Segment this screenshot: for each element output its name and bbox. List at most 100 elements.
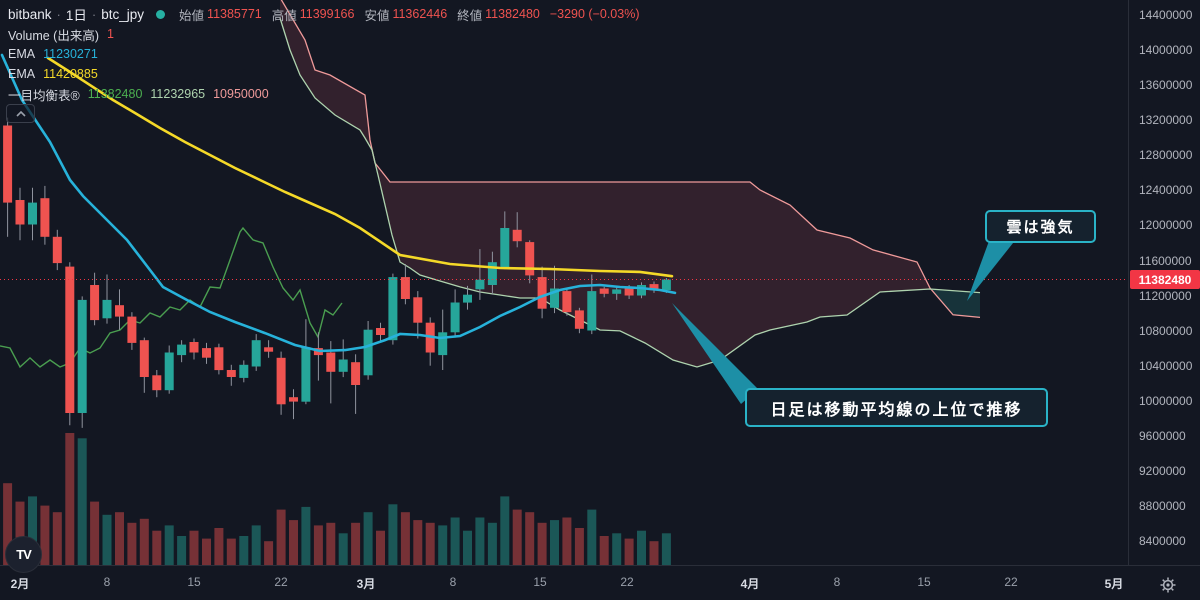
change-value: −3290 (−0.03%) [549, 7, 640, 21]
separator: · [91, 6, 97, 22]
volume-bar [487, 522, 497, 565]
candle-body [115, 305, 124, 317]
symbol-row[interactable]: bitbank · 1日 · btc_jpy 始値 11385771 高値 11… [8, 4, 640, 24]
indicator-row[interactable]: Volume (出来高) 1 [8, 24, 640, 44]
candle-body [363, 329, 373, 376]
volume-bar [289, 520, 298, 565]
candle-body [239, 364, 249, 378]
chikou-span-line [0, 226, 343, 369]
volume-bar [214, 528, 224, 565]
volume-bar [388, 504, 398, 565]
candle-body [202, 348, 211, 358]
volume-bar [15, 501, 25, 565]
indicator-value: 1 [107, 27, 114, 41]
volume-bar [425, 522, 435, 565]
high-value: 11399166 [299, 7, 355, 21]
candle-body [351, 362, 361, 385]
annotation-cloud-bullish[interactable]: 雲は強気 [985, 210, 1096, 243]
time-tick-label: 4月 [740, 577, 760, 591]
candle-body [276, 357, 286, 405]
low-label: 安値 [364, 8, 390, 23]
volume-bar [537, 522, 547, 565]
candle-body [500, 228, 510, 268]
volume-bar [562, 517, 572, 565]
volume-bar [463, 530, 472, 565]
interval-label[interactable]: 1日 [65, 8, 87, 23]
price-axis[interactable]: 11382480 14400000 14000000 13600000 1320000… [1128, 0, 1200, 565]
price-tick-label: 8400000 [1139, 534, 1186, 548]
volume-bar [90, 501, 100, 565]
volume-bar [338, 533, 348, 565]
annotation-above-ma[interactable]: 日足は移動平均線の上位で推移 [745, 388, 1048, 427]
volume-bar [139, 518, 149, 565]
volume-bar [450, 517, 460, 565]
volume-bar [251, 525, 261, 565]
volume-bar [52, 512, 62, 565]
open-label: 始値 [179, 8, 205, 23]
legend-collapse-button[interactable] [6, 104, 35, 123]
volume-bar [612, 533, 622, 565]
indicator-label: EMA [8, 47, 36, 61]
price-tick-label: 12800000 [1139, 148, 1193, 163]
time-tick-label: 8 [449, 575, 457, 589]
volume-bar [301, 506, 311, 565]
volume-bar [102, 514, 112, 565]
candle-body [52, 236, 62, 264]
volume-bar [500, 496, 510, 565]
tradingview-logo[interactable]: TV [5, 536, 42, 573]
indicator-value: 11232965 [150, 87, 206, 101]
ichimoku-cloud-bullish [931, 288, 980, 318]
candle-body [624, 288, 634, 296]
price-tick-label: 14000000 [1139, 43, 1193, 58]
candle-body [475, 279, 485, 290]
candle-body [164, 352, 174, 391]
price-tick-label: 10800000 [1139, 323, 1193, 338]
senkou-span-a-line [279, 17, 981, 368]
market-status-dot-icon [156, 9, 166, 19]
indicator-row[interactable]: 一目均衡表® 11382480 11232965 10950000 [8, 84, 640, 104]
volume-bar [512, 509, 522, 565]
volume-bar [400, 512, 410, 565]
close-label: 終値 [457, 8, 483, 23]
price-tick-label: 12400000 [1139, 183, 1193, 198]
symbol-name[interactable]: btc_jpy [101, 6, 145, 22]
volume-bar [438, 525, 448, 565]
time-tick-label: 8 [103, 575, 111, 589]
candle-body [413, 297, 423, 323]
price-tick-label: 11200000 [1139, 288, 1192, 303]
candle-body [637, 285, 646, 296]
indicator-value: 11230271 [43, 47, 98, 61]
chart-legend: bitbank · 1日 · btc_jpy 始値 11385771 高値 11… [8, 4, 640, 104]
price-tick-label: 10400000 [1139, 358, 1193, 373]
time-tick-label: 2月 [10, 577, 30, 591]
candle-body [326, 352, 336, 372]
time-tick-label: 15 [917, 575, 931, 589]
annotation-arrow [672, 303, 758, 404]
time-axis[interactable]: 2月 8 15 22 3月 8 15 22 4月 8 15 22 5月 [0, 565, 1200, 600]
volume-bar [127, 522, 137, 565]
candle-body [649, 284, 659, 291]
candle-body [400, 277, 410, 299]
candle-body [525, 242, 535, 276]
volume-bar [649, 541, 659, 565]
volume-bar [587, 509, 597, 565]
volume-bar [413, 520, 423, 565]
time-tick-label: 8 [833, 575, 841, 589]
candle-body [264, 347, 274, 352]
candle-body [388, 277, 398, 341]
volume-bar [152, 530, 162, 565]
volume-bar [326, 522, 336, 565]
price-tick-label: 8800000 [1139, 498, 1186, 513]
indicator-legend-rows: Volume (出来高) 1 EMA 11230271 EMA 11420885 一目均衡表… [8, 24, 640, 104]
settings-gear-icon[interactable] [1156, 574, 1180, 596]
price-tick-label: 10000000 [1139, 393, 1193, 408]
volume-bar [351, 522, 361, 565]
volume-bar [525, 512, 535, 565]
candle-body [550, 288, 559, 308]
indicator-row[interactable]: EMA 11420885 [8, 64, 640, 84]
indicator-row[interactable]: EMA 11230271 [8, 44, 640, 64]
candle-body [289, 397, 298, 402]
candle-body [438, 332, 448, 356]
